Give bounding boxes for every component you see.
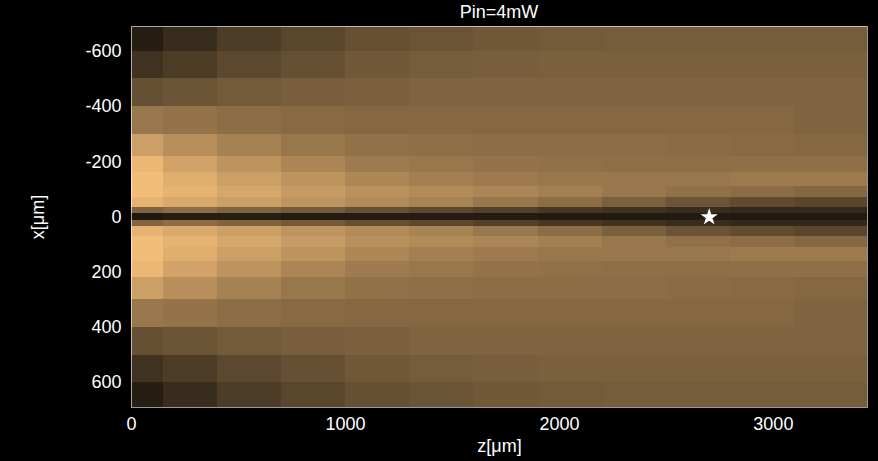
svg-text:600: 600 xyxy=(91,372,121,392)
svg-text:-400: -400 xyxy=(85,96,121,116)
svg-text:x[μm]: x[μm] xyxy=(28,195,48,239)
svg-text:400: 400 xyxy=(91,317,121,337)
svg-text:-200: -200 xyxy=(85,152,121,172)
svg-text:3000: 3000 xyxy=(753,414,793,434)
svg-text:0: 0 xyxy=(126,414,136,434)
svg-text:1000: 1000 xyxy=(325,414,365,434)
svg-text:2000: 2000 xyxy=(539,414,579,434)
svg-text:z[μm]: z[μm] xyxy=(477,436,521,456)
svg-text:200: 200 xyxy=(91,262,121,282)
svg-text:-600: -600 xyxy=(85,41,121,61)
html-text:Pin=4mW: Pin=4mW xyxy=(459,2,539,22)
svg-text:0: 0 xyxy=(111,207,121,227)
